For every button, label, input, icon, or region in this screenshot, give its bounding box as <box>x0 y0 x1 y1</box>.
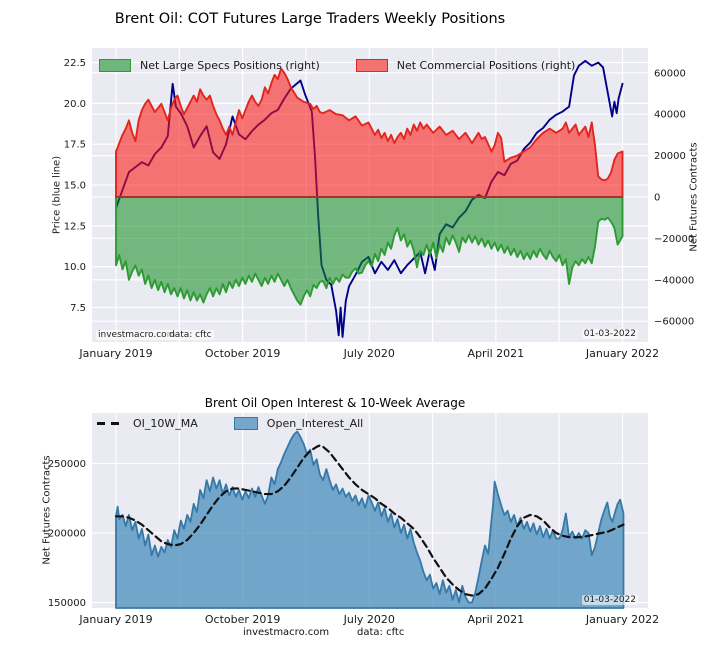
x-tick-label: October 2019 <box>205 613 281 626</box>
x-tick-label: July 2020 <box>343 347 395 360</box>
top-left-axis-label: Price (blue line) <box>51 155 63 235</box>
series-area-Open_Interest_All <box>115 430 625 609</box>
y-tick-label-left: 200000 <box>48 528 86 539</box>
x-tick-label: April 2021 <box>468 613 525 626</box>
y-tick-label-right: 40000 <box>654 110 686 121</box>
footer-datasource: data: cftc <box>357 627 405 638</box>
legend-label: Net Commercial Positions (right) <box>396 59 576 72</box>
y-tick-label-right: −60000 <box>654 317 694 328</box>
y-tick-label-left: 150000 <box>48 598 86 609</box>
legend-item-oi-ma: OI_10W_MA <box>97 417 198 430</box>
open-interest-swatch-icon <box>233 417 258 430</box>
legend-item-large-specs: Net Large Specs Positions (right) <box>99 59 320 72</box>
y-tick-label-right: −20000 <box>654 234 694 245</box>
y-tick-label-left: 7.5 <box>70 303 86 314</box>
x-tick-label: January 2019 <box>78 613 152 626</box>
y-tick-label-left: 10.0 <box>64 262 86 273</box>
bottom-left-axis-label: Net Futures Contracts <box>41 455 53 565</box>
bottom-chart-legend: OI_10W_MA Open_Interest_All <box>97 417 389 430</box>
series-area-Net Commercial Positions (right) <box>115 67 624 198</box>
commercials-swatch-icon <box>355 59 388 72</box>
legend-item-commercials: Net Commercial Positions (right) <box>355 59 576 72</box>
top-chart-title: Brent Oil: COT Futures Large Traders Wee… <box>114 11 506 27</box>
bottom-chart-date-annotation: 01-03-2022 <box>581 595 638 605</box>
x-tick-label: July 2020 <box>343 613 395 626</box>
y-tick-label-left: 15.0 <box>64 181 86 192</box>
x-tick-label: April 2021 <box>468 347 525 360</box>
x-tick-label: January 2022 <box>585 613 659 626</box>
series-area-Net Large Specs Positions (right) <box>115 196 624 306</box>
x-tick-label: January 2022 <box>585 347 659 360</box>
y-tick-label-left: 250000 <box>48 459 86 470</box>
y-tick-label-left: 17.5 <box>64 140 86 151</box>
top-chart-datasource-annotation: data: cftc <box>167 330 214 340</box>
x-tick-label: October 2019 <box>205 347 281 360</box>
series-line-OI_10W_MA <box>114 444 625 597</box>
y-tick-label-left: 20.0 <box>64 99 86 110</box>
top-chart-date-annotation: 01-03-2022 <box>581 329 638 339</box>
top-chart-source-annotation: investmacro.com <box>96 330 178 340</box>
large-specs-swatch-icon <box>99 59 131 72</box>
y-tick-label-right: 0 <box>654 192 660 203</box>
legend-item-open-interest: Open_Interest_All <box>233 417 364 430</box>
top-chart-legend: Net Large Specs Positions (right) Net Co… <box>99 59 601 72</box>
legend-label: Net Large Specs Positions (right) <box>140 59 320 72</box>
y-tick-label-left: 22.5 <box>64 58 86 69</box>
y-tick-label-right: 60000 <box>654 68 686 79</box>
y-tick-label-right: 20000 <box>654 151 686 162</box>
y-tick-label-left: 12.5 <box>64 221 86 232</box>
footer-source: investmacro.com <box>243 627 330 638</box>
y-tick-label-right: −40000 <box>654 275 694 286</box>
dashed-line-sample-icon <box>97 422 124 425</box>
legend-label: OI_10W_MA <box>133 417 198 430</box>
bottom-chart-title: Brent Oil Open Interest & 10-Week Averag… <box>204 396 466 410</box>
x-tick-label: January 2019 <box>78 347 152 360</box>
legend-label: Open_Interest_All <box>266 417 364 430</box>
top-right-axis-label: Net Futures Contracts <box>688 142 700 252</box>
